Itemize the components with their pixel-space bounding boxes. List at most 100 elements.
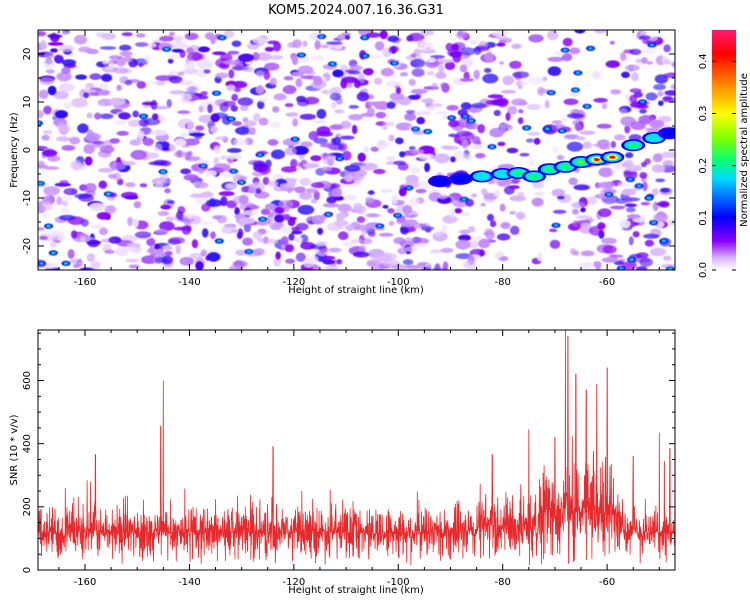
spectrogram-cell [185, 86, 200, 93]
spectrogram-cell [408, 78, 416, 86]
spectrogram-cell [54, 31, 70, 35]
spectrogram-cell [352, 251, 370, 258]
spectrogram-cell [459, 64, 468, 73]
spectrogram-cell [299, 56, 310, 63]
spectrogram-hotspot-core [39, 262, 44, 265]
spectrogram-cell [418, 153, 435, 160]
spectrogram-cell [649, 119, 665, 129]
spectrogram-cell [340, 135, 355, 140]
spectrogram-cell [426, 106, 435, 111]
spectrogram-hotspot-core [292, 138, 298, 141]
spectrogram-cell [367, 262, 377, 267]
y-tick-label: 20 [22, 48, 33, 61]
spectrogram-cell [99, 113, 114, 120]
spectrogram-cell [88, 202, 106, 212]
spectrogram-cell [86, 253, 96, 262]
spectrogram-cell [39, 77, 55, 86]
spectrogram-cell [471, 144, 484, 150]
spectrogram-cell [635, 104, 649, 109]
spectrogram-cell [404, 237, 415, 245]
spectrogram-cell [274, 206, 286, 214]
spectrogram-cell [262, 176, 270, 186]
spectrogram-cell [609, 254, 624, 258]
spectrogram-cell [248, 186, 256, 194]
spectrogram-cell [39, 235, 49, 240]
spectrogram-cell [84, 183, 97, 193]
spectrogram-cell [272, 222, 283, 228]
spectrogram-hotspot-core [201, 164, 206, 167]
spectrogram-cell [662, 95, 673, 101]
spectrogram-cell [54, 54, 64, 64]
spectrogram-cell [160, 147, 171, 151]
spectrogram-cell [446, 104, 459, 111]
spectrogram-cell [623, 159, 634, 167]
spectrogram-cell [408, 197, 421, 207]
spectrogram-cell [143, 117, 161, 126]
spectrogram-cell [387, 35, 400, 43]
spectrogram-cell [611, 169, 617, 174]
spectrogram-cell [121, 32, 133, 37]
spectrogram-cell [179, 49, 186, 59]
spectrogram-cell [642, 181, 648, 192]
spectrogram-cell [54, 182, 71, 187]
spectrogram-cell [82, 89, 98, 93]
spectrogram-cell [56, 136, 71, 142]
spectrogram-cell [382, 126, 388, 130]
ridge-point [472, 171, 491, 181]
spectrogram-cell [441, 82, 450, 93]
spectrogram-cell [370, 146, 379, 152]
spectrogram-cell [610, 141, 617, 148]
spectrogram-cell [56, 196, 63, 206]
colorbar-tick-label: 0.1 [698, 210, 709, 226]
spectrogram-cell [297, 162, 303, 167]
spectrogram-cell [475, 152, 486, 159]
spectrogram-cell [146, 237, 156, 247]
spectrogram-cell [248, 127, 256, 136]
spectrogram-cell [498, 123, 511, 129]
spectrogram-cell [436, 110, 448, 115]
spectrogram-cell [108, 236, 122, 244]
spectrogram-cell [282, 85, 297, 95]
spectrogram-cell [619, 108, 627, 114]
spectrogram-cell [310, 155, 322, 162]
spectrogram-cell [99, 227, 108, 236]
spectrogram-cell [89, 224, 104, 229]
spectrogram-cell [218, 191, 235, 197]
spectrogram-cell [63, 103, 73, 109]
spectrogram-cell [496, 250, 504, 259]
spectrogram-cell [480, 202, 486, 207]
spectrogram-cell [142, 137, 154, 146]
spectrogram-cell [448, 119, 460, 128]
x-tick-label: -60 [599, 277, 615, 288]
spectrogram-hotspot-core [141, 115, 146, 118]
spectrogram-cell [360, 162, 378, 171]
spectrogram-cell [168, 70, 178, 77]
spectrogram-cell [264, 203, 277, 211]
spectrogram-hotspot-core [164, 47, 169, 51]
spectrogram-cell [292, 118, 298, 127]
spectrogram-cell [322, 156, 335, 165]
spectrogram-cell [426, 71, 435, 76]
spectrogram-cell [297, 65, 314, 75]
spectrogram-cell [348, 105, 359, 109]
spectrogram-hotspot-core [246, 250, 252, 253]
spectrogram-cell [393, 237, 406, 245]
spectrogram-cell [353, 175, 362, 186]
spectrogram-cell [663, 44, 671, 53]
spectrogram-cell [122, 161, 136, 166]
x-tick-label: -140 [178, 277, 201, 288]
spectrogram-cell [609, 40, 615, 45]
y-tick-label: 600 [22, 371, 33, 390]
spectrogram-cell [481, 188, 488, 196]
spectrogram-cell [641, 57, 648, 64]
y-tick-label: 10 [22, 96, 33, 109]
spectrogram-cell [187, 122, 194, 131]
spectrogram-cell [228, 265, 244, 270]
spectrogram-x-ticks: -160 -140 -120 -100 -80 -60 [58, 30, 660, 288]
spectrogram-cell [252, 231, 263, 240]
spectrogram-cell [442, 214, 458, 224]
spectrogram-cell [205, 170, 217, 177]
spectrogram-cell [365, 197, 375, 203]
spectrogram-cell [78, 193, 94, 202]
spectrogram-hotspot-core [299, 53, 304, 57]
